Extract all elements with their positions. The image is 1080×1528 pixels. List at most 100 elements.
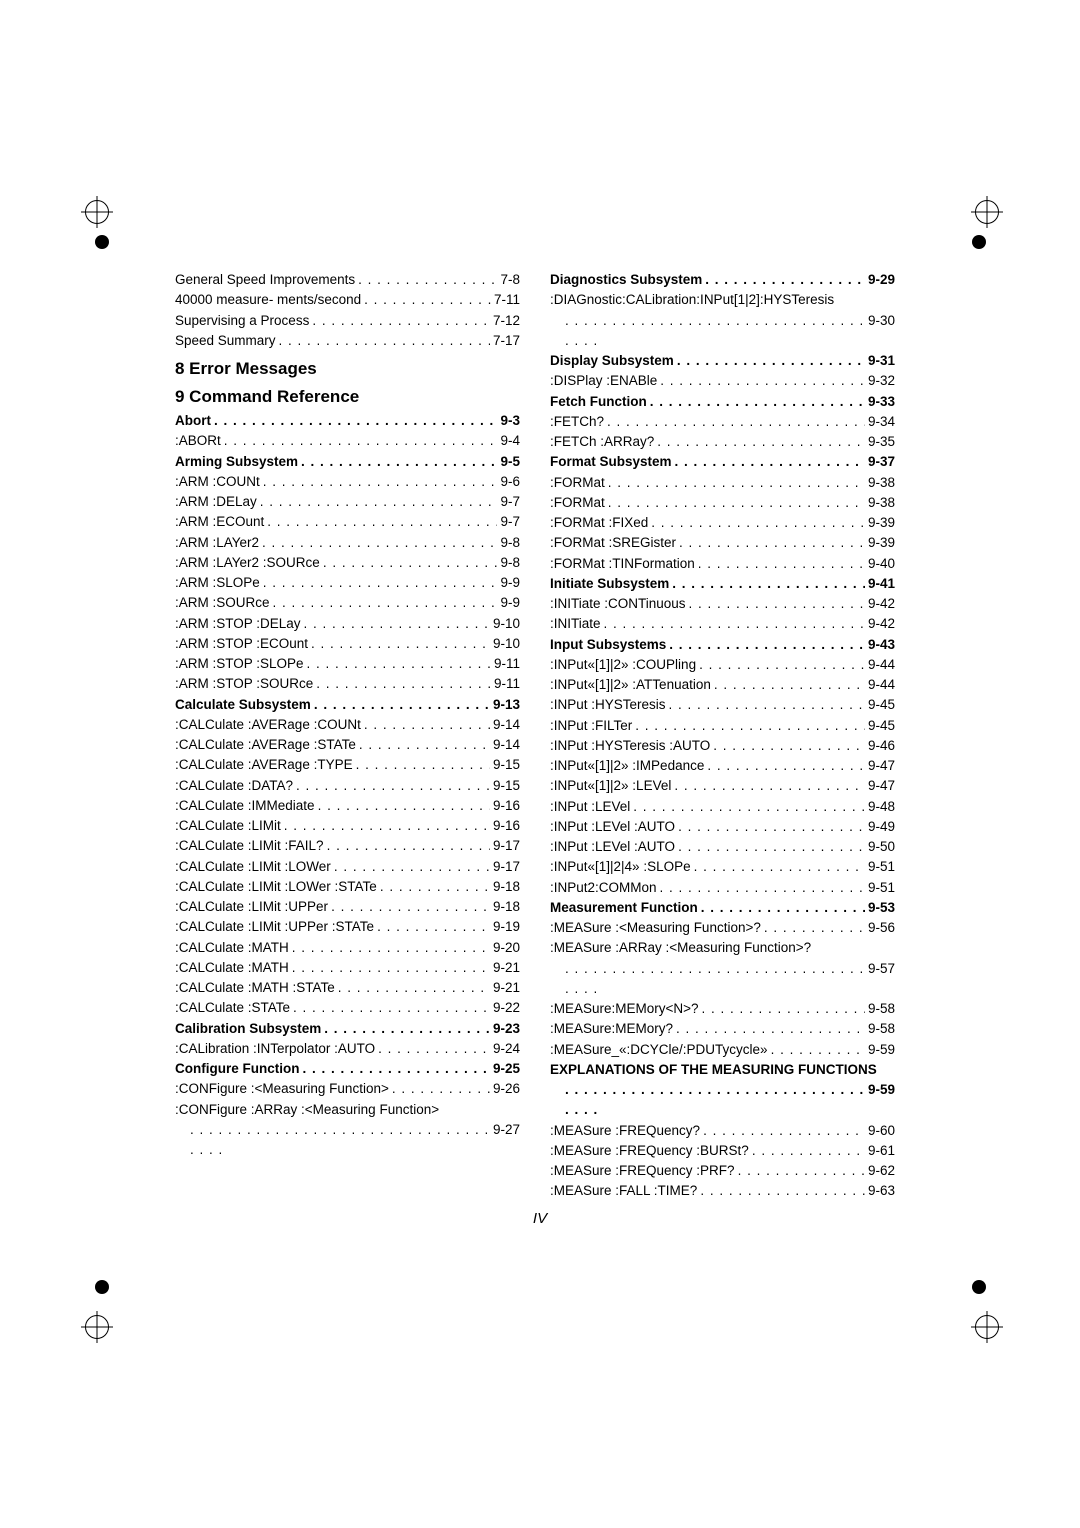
toc-left-column: General Speed Improvements . . . . . . . … bbox=[175, 270, 520, 1202]
toc-page: 9-60 bbox=[868, 1121, 895, 1141]
toc-label: :ARM :SLOPe bbox=[175, 573, 260, 593]
crop-dot-icon bbox=[972, 235, 986, 249]
toc-leader-dots: . . . . . . . . . . . . . . . . . . . . … bbox=[707, 756, 865, 776]
toc-leader-dots: . . . . . . . . . . . . . . . . . . . . … bbox=[677, 351, 865, 371]
toc-entry: :CALCulate :DATA?. . . . . . . . . . . .… bbox=[175, 776, 520, 796]
toc-leader-dots: . . . . . . . . . . . . . . . . . . . . … bbox=[262, 533, 497, 553]
toc-page: 7-17 bbox=[493, 331, 520, 351]
toc-page: 9-16 bbox=[493, 816, 520, 836]
toc-entry: :CALCulate :MATH. . . . . . . . . . . . … bbox=[175, 938, 520, 958]
toc-entry: :INITiate. . . . . . . . . . . . . . . .… bbox=[550, 614, 895, 634]
toc-leader-dots: . . . . . . . . . . . . . . . . . . . . … bbox=[364, 290, 491, 310]
toc-label: :MEASure_«:DCYCle/:PDUTycycle» bbox=[550, 1040, 768, 1060]
toc-label: Initiate Subsystem bbox=[550, 574, 669, 594]
toc-page: 9-62 bbox=[868, 1161, 895, 1181]
toc-label: Calculate Subsystem bbox=[175, 695, 311, 715]
toc-entry: EXPLANATIONS OF THE MEASURING FUNCTIONS.… bbox=[550, 1060, 895, 1121]
toc-page: 9-63 bbox=[868, 1181, 895, 1201]
toc-leader-dots: . . . . . . . . . . . . . . . . . . . . … bbox=[312, 311, 490, 331]
toc-page: 9-23 bbox=[493, 1019, 520, 1039]
toc-entry: :CALCulate :LIMit :FAIL?. . . . . . . . … bbox=[175, 836, 520, 856]
toc-label: :CALCulate :LIMit :UPPer :STATe bbox=[175, 917, 374, 937]
toc-page: 9-8 bbox=[500, 533, 520, 553]
toc-entry: 40000 measure- ments/second. . . . . . .… bbox=[175, 290, 520, 310]
toc-entry: :CONFigure :ARRay :<Measuring Function>.… bbox=[175, 1100, 520, 1161]
toc-entry: :MEASure :FREQuency :PRF?. . . . . . . .… bbox=[550, 1161, 895, 1181]
toc-page: 9-49 bbox=[868, 817, 895, 837]
toc-entry: :DIAGnostic:CALibration:INPut[1|2]:HYSTe… bbox=[550, 290, 895, 351]
toc-leader-dots: . . . . . . . . . . . . . . . . . . . . … bbox=[292, 958, 490, 978]
toc-label: :CALCulate :STATe bbox=[175, 998, 290, 1018]
toc-entry: :FORMat :FIXed. . . . . . . . . . . . . … bbox=[550, 513, 895, 533]
toc-page: 9-42 bbox=[868, 594, 895, 614]
registration-mark-icon bbox=[975, 200, 999, 224]
toc-leader-dots: . . . . . . . . . . . . . . . . . . . . … bbox=[311, 634, 490, 654]
toc-leader-dots: . . . . . . . . . . . . . . . . . . . . … bbox=[304, 614, 490, 634]
toc-label: :FORMat :TINFormation bbox=[550, 554, 695, 574]
toc-label: :INPut :FILTer bbox=[550, 716, 632, 736]
toc-page: 9-20 bbox=[493, 938, 520, 958]
toc-label: :FORMat :FIXed bbox=[550, 513, 648, 533]
toc-label: :INPut«[1]|2» :IMPedance bbox=[550, 756, 704, 776]
toc-page: 9-8 bbox=[500, 553, 520, 573]
toc-page: 9-44 bbox=[868, 655, 895, 675]
toc-page: 9-16 bbox=[493, 796, 520, 816]
toc-leader-dots: . . . . . . . . . . . . . . . . . . . . … bbox=[657, 432, 865, 452]
toc-entry: :INPut :LEVel. . . . . . . . . . . . . .… bbox=[550, 797, 895, 817]
toc-leader-dots: . . . . . . . . . . . . . . . . . . . . … bbox=[284, 816, 490, 836]
toc-label: :INPut2:COMMon bbox=[550, 878, 657, 898]
toc-entry: :MEASure :<Measuring Function>?. . . . .… bbox=[550, 918, 895, 938]
chapter-heading: 8 Error Messages bbox=[175, 359, 520, 379]
toc-leader-dots: . . . . . . . . . . . . . . . . . . . . … bbox=[651, 513, 865, 533]
toc-leader-dots: . . . . . . . . . . . . . . . . . . . . … bbox=[678, 837, 865, 857]
toc-entry: :ARM :STOP :SOURce. . . . . . . . . . . … bbox=[175, 674, 520, 694]
toc-leader-dots: . . . . . . . . . . . . . . . . . . . . … bbox=[699, 655, 865, 675]
toc-label: 40000 measure- ments/second bbox=[175, 290, 361, 310]
registration-mark-icon bbox=[85, 200, 109, 224]
toc-label: Speed Summary bbox=[175, 331, 276, 351]
toc-page: 9-38 bbox=[868, 473, 895, 493]
toc-entry: :INPut :LEVel :AUTO. . . . . . . . . . .… bbox=[550, 817, 895, 837]
toc-page: 7-12 bbox=[493, 311, 520, 331]
toc-entry: :INPut :LEVel :AUTO. . . . . . . . . . .… bbox=[550, 837, 895, 857]
toc-leader-dots: . . . . . . . . . . . . . . . . . . . . … bbox=[650, 392, 865, 412]
toc-leader-dots: . . . . . . . . . . . . . . . . . . . . … bbox=[356, 755, 490, 775]
toc-entry: :ARM :DELay. . . . . . . . . . . . . . .… bbox=[175, 492, 520, 512]
toc-leader-dots: . . . . . . . . . . . . . . . . . . . . … bbox=[669, 635, 865, 655]
toc-label: :INITiate :CONTinuous bbox=[550, 594, 686, 614]
toc-label: :INPut :HYSTeresis bbox=[550, 695, 666, 715]
toc-label: :MEASure :FALL :TIME? bbox=[550, 1181, 697, 1201]
toc-page: 9-39 bbox=[868, 533, 895, 553]
toc-entry: Fetch Function. . . . . . . . . . . . . … bbox=[550, 392, 895, 412]
toc-entry: Initiate Subsystem. . . . . . . . . . . … bbox=[550, 574, 895, 594]
toc-page: 9-15 bbox=[493, 755, 520, 775]
toc-leader-dots: . . . . . . . . . . . . . . . . . . . . … bbox=[635, 716, 865, 736]
toc-entry: :FORMat. . . . . . . . . . . . . . . . .… bbox=[550, 493, 895, 513]
toc-label: :CALCulate :LIMit :UPPer bbox=[175, 897, 328, 917]
toc-leader-dots: . . . . . . . . . . . . . . . . . . . . … bbox=[318, 796, 490, 816]
toc-page: 9-26 bbox=[493, 1079, 520, 1099]
toc-entry: :FETCh :ARRay?. . . . . . . . . . . . . … bbox=[550, 432, 895, 452]
toc-label: Calibration Subsystem bbox=[175, 1019, 321, 1039]
toc-leader-dots: . . . . . . . . . . . . . . . . . . . . … bbox=[565, 1080, 865, 1121]
toc-entry: :CALCulate :STATe. . . . . . . . . . . .… bbox=[175, 998, 520, 1018]
toc-leader-dots: . . . . . . . . . . . . . . . . . . . . … bbox=[301, 452, 497, 472]
toc-label: :MEASure :FREQuency? bbox=[550, 1121, 700, 1141]
toc-leader-dots: . . . . . . . . . . . . . . . . . . . . … bbox=[224, 431, 498, 451]
toc-page: 9-41 bbox=[868, 574, 895, 594]
toc-entry: :INPut :FILTer. . . . . . . . . . . . . … bbox=[550, 716, 895, 736]
toc-leader-dots: . . . . . . . . . . . . . . . . . . . . … bbox=[714, 675, 865, 695]
toc-label: General Speed Improvements bbox=[175, 270, 355, 290]
toc-label: Arming Subsystem bbox=[175, 452, 298, 472]
toc-page: 9-17 bbox=[493, 836, 520, 856]
toc-label: :ARM :COUNt bbox=[175, 472, 260, 492]
toc-leader-dots: . . . . . . . . . . . . . . . . . . . . … bbox=[669, 695, 865, 715]
toc-leader-dots: . . . . . . . . . . . . . . . . . . . . … bbox=[292, 938, 490, 958]
toc-page: 9-47 bbox=[868, 756, 895, 776]
toc-leader-dots: . . . . . . . . . . . . . . . . . . . . … bbox=[260, 492, 498, 512]
toc-leader-dots: . . . . . . . . . . . . . . . . . . . . … bbox=[323, 553, 498, 573]
toc-entry: Calibration Subsystem. . . . . . . . . .… bbox=[175, 1019, 520, 1039]
toc-label: Display Subsystem bbox=[550, 351, 674, 371]
toc-page: 9-53 bbox=[868, 898, 895, 918]
toc-leader-dots: . . . . . . . . . . . . . . . . . . . . … bbox=[694, 857, 865, 877]
